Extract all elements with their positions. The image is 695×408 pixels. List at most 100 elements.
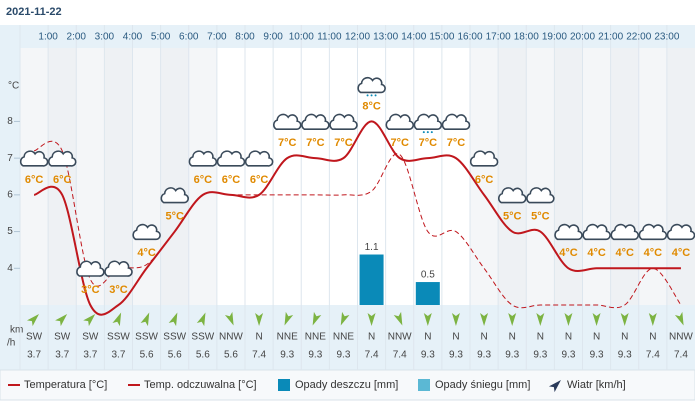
wind-arrow — [196, 312, 206, 327]
wind-direction: SSW — [107, 332, 130, 343]
wind-arrow-shape — [536, 313, 545, 326]
wind-direction: NNW — [669, 332, 693, 343]
column-bg — [20, 48, 49, 305]
column-bg — [188, 48, 217, 305]
wind-arrow-shape — [255, 313, 264, 326]
temperature-label: 7°C — [447, 137, 466, 149]
y-tick-label: 6 — [7, 189, 13, 200]
column-bg — [470, 48, 499, 305]
cloud-shape — [554, 223, 583, 241]
column-bg — [582, 48, 611, 305]
temperature-label: 6°C — [475, 174, 494, 186]
legend-arrow — [548, 380, 561, 393]
cloud-icon — [273, 113, 302, 130]
temperature-label: 4°C — [137, 247, 156, 259]
rain-drop — [426, 131, 429, 134]
hour-label: 10:00 — [289, 32, 314, 43]
wind-arrow-shape — [112, 312, 122, 327]
cloud-shape — [413, 113, 443, 130]
wind-arrow-shape — [284, 311, 294, 326]
wind-arrow-shape — [55, 314, 68, 327]
wind-speed: 3.7 — [55, 350, 69, 361]
wind-direction: N — [621, 332, 628, 343]
wind-speed: 5.6 — [224, 350, 238, 361]
cloud-shape — [160, 187, 189, 204]
y-tick-label: 7 — [7, 153, 13, 164]
axis-column — [0, 25, 20, 370]
legend-label: Opady śniegu [mm] — [435, 379, 530, 391]
wind-arrow — [168, 312, 178, 327]
temperature-label: 6°C — [25, 174, 44, 186]
wind-arrow — [340, 311, 350, 326]
rain-label: 1.1 — [365, 242, 379, 253]
wind-direction: SSW — [135, 332, 158, 343]
hour-label: 20:00 — [570, 32, 595, 43]
cloud-shape — [104, 260, 133, 277]
wind-arrow — [674, 311, 684, 326]
cloud-shape — [188, 150, 218, 167]
cloud-shape — [19, 150, 49, 167]
y-axis-label: °C — [8, 81, 19, 92]
wind-speed: 9.3 — [336, 350, 350, 361]
cloud-shape — [216, 150, 246, 167]
y-tick-label: 4 — [7, 263, 13, 274]
cloud-icon — [19, 150, 49, 167]
wind-speed: 7.4 — [252, 350, 266, 361]
wind-arrow — [423, 313, 432, 326]
cloud-shape — [469, 150, 499, 167]
wind-arrow-shape — [592, 313, 601, 326]
temperature-label: 4°C — [672, 247, 691, 259]
wind-arrow — [480, 313, 489, 326]
temperature-label: 5°C — [503, 210, 522, 222]
cloud-icon — [385, 113, 414, 130]
hour-label: 19:00 — [542, 32, 567, 43]
wind-speed: 9.3 — [505, 350, 519, 361]
temperature-label: 4°C — [615, 247, 634, 259]
wind-speed: 9.3 — [477, 350, 491, 361]
hour-label: 22:00 — [626, 32, 651, 43]
temperature-label: 3°C — [81, 284, 100, 296]
cloud-shape — [526, 187, 555, 204]
wind-arrow — [648, 313, 657, 326]
cloud-shape — [385, 113, 414, 130]
rain-bar — [359, 254, 384, 305]
temperature-label: 7°C — [306, 137, 325, 149]
wind-arrow — [367, 313, 376, 326]
rain-drop — [366, 94, 369, 97]
legend-swatch — [278, 379, 290, 391]
wind-arrow-shape — [140, 312, 150, 327]
wind-arrow — [224, 311, 234, 326]
rain-label: 0.5 — [421, 270, 435, 281]
wind-direction: SW — [26, 332, 43, 343]
temperature-line — [33, 120, 681, 316]
wind-direction: N — [509, 332, 516, 343]
wind-direction: N — [537, 332, 544, 343]
hour-label: 9:00 — [263, 32, 283, 43]
hour-label: 14:00 — [401, 32, 426, 43]
cloud-icon — [666, 223, 695, 241]
rain-cloud-icon — [357, 76, 386, 97]
wind-arrow-shape — [508, 313, 517, 326]
hour-label: 5:00 — [151, 32, 171, 43]
temperature-label: 7°C — [334, 137, 353, 149]
wind-arrow — [312, 311, 322, 326]
rain-bar — [415, 282, 440, 305]
wind-arrow-shape — [312, 311, 322, 326]
wind-speed: 7.4 — [646, 350, 660, 361]
wind-unit: /h — [7, 338, 15, 349]
cloud-icon — [48, 150, 77, 167]
wind-arrow-shape — [196, 312, 206, 327]
cloud-shape — [301, 113, 330, 130]
wind-speed: 9.3 — [449, 350, 463, 361]
wind-direction: SSW — [191, 332, 214, 343]
wind-arrow — [592, 313, 601, 326]
temperature-label: 5°C — [531, 210, 550, 222]
cloud-shape — [441, 113, 471, 130]
temperature-label: 8°C — [362, 100, 381, 112]
wind-direction: NNE — [305, 332, 326, 343]
wind-arrow — [284, 311, 294, 326]
hour-label: 6:00 — [179, 32, 199, 43]
column-bg — [301, 48, 330, 305]
wind-speed: 9.3 — [590, 350, 604, 361]
wind-arrow — [55, 314, 68, 327]
